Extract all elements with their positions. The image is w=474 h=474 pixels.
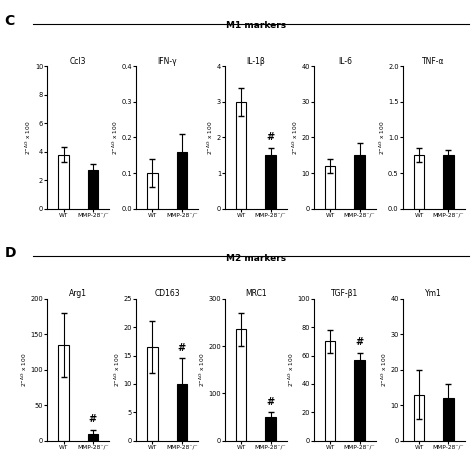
Bar bbox=[355, 360, 365, 441]
Bar bbox=[58, 345, 69, 441]
Text: C: C bbox=[5, 14, 15, 28]
Bar bbox=[88, 434, 98, 441]
Text: M1 markers: M1 markers bbox=[226, 21, 286, 30]
Bar bbox=[325, 166, 335, 209]
Bar bbox=[443, 398, 454, 441]
Title: CD163: CD163 bbox=[154, 289, 180, 298]
Y-axis label: $2^{-\Delta Ct}$ x 100: $2^{-\Delta Ct}$ x 100 bbox=[20, 352, 29, 387]
Bar bbox=[177, 152, 187, 209]
Y-axis label: $2^{-\Delta Ct}$ x 100: $2^{-\Delta Ct}$ x 100 bbox=[377, 120, 387, 155]
Bar bbox=[265, 155, 276, 209]
Text: #: # bbox=[266, 132, 275, 143]
Title: Ym1: Ym1 bbox=[425, 289, 442, 298]
Bar bbox=[325, 341, 335, 441]
Y-axis label: $2^{-\Delta Ct}$ x 100: $2^{-\Delta Ct}$ x 100 bbox=[287, 352, 296, 387]
Bar bbox=[236, 329, 246, 441]
Text: #: # bbox=[266, 397, 275, 407]
Y-axis label: $2^{-\Delta Ct}$ x 100: $2^{-\Delta Ct}$ x 100 bbox=[113, 352, 122, 387]
Y-axis label: $2^{-\Delta Ct}$ x 100: $2^{-\Delta Ct}$ x 100 bbox=[380, 352, 389, 387]
Bar bbox=[265, 417, 276, 441]
Bar bbox=[58, 155, 69, 209]
Title: MRC1: MRC1 bbox=[245, 289, 267, 298]
Title: Ccl3: Ccl3 bbox=[70, 56, 86, 65]
Bar bbox=[414, 394, 424, 441]
Title: TNF-α: TNF-α bbox=[422, 56, 445, 65]
Text: D: D bbox=[5, 246, 16, 261]
Bar bbox=[414, 155, 424, 209]
Title: IFN-γ: IFN-γ bbox=[157, 56, 177, 65]
Bar bbox=[88, 170, 98, 209]
Y-axis label: $2^{-\Delta Ct}$ x 100: $2^{-\Delta Ct}$ x 100 bbox=[111, 120, 120, 155]
Y-axis label: $2^{-\Delta Ct}$ x 100: $2^{-\Delta Ct}$ x 100 bbox=[198, 352, 207, 387]
Text: #: # bbox=[356, 337, 364, 347]
Bar bbox=[355, 155, 365, 209]
Bar bbox=[177, 384, 187, 441]
Title: IL-6: IL-6 bbox=[338, 56, 352, 65]
Bar bbox=[443, 155, 454, 209]
Y-axis label: $2^{-\Delta Ct}$ x 100: $2^{-\Delta Ct}$ x 100 bbox=[206, 120, 215, 155]
Title: Arg1: Arg1 bbox=[69, 289, 87, 298]
Bar bbox=[147, 173, 157, 209]
Bar bbox=[147, 347, 157, 441]
Y-axis label: $2^{-\Delta Ct}$ x 100: $2^{-\Delta Ct}$ x 100 bbox=[291, 120, 300, 155]
Title: IL-1β: IL-1β bbox=[246, 56, 265, 65]
Text: #: # bbox=[89, 414, 97, 425]
Y-axis label: $2^{-\Delta Ct}$ x 100: $2^{-\Delta Ct}$ x 100 bbox=[24, 120, 34, 155]
Text: #: # bbox=[178, 343, 186, 353]
Title: TGF-β1: TGF-β1 bbox=[331, 289, 358, 298]
Bar bbox=[236, 102, 246, 209]
Text: M2 markers: M2 markers bbox=[226, 254, 286, 263]
